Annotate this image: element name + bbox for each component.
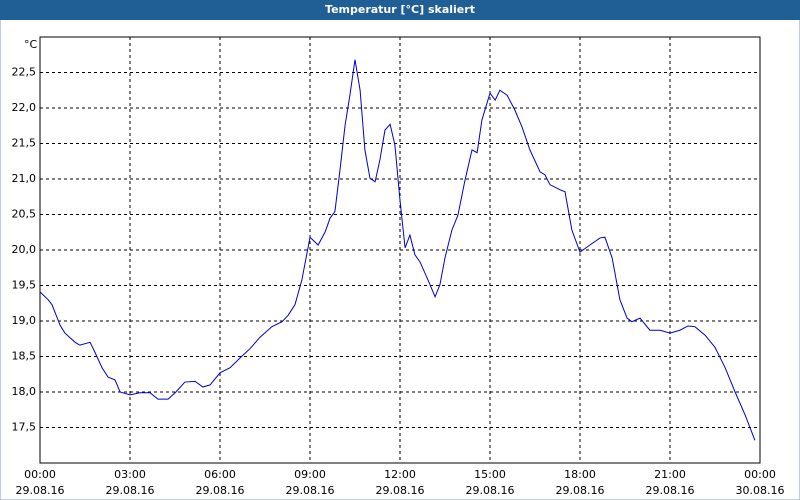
y-tick-label: 22,5: [12, 66, 37, 79]
x-tick-date: 29.08.16: [106, 484, 155, 497]
y-tick-label: 22,0: [12, 101, 37, 114]
y-tick-label: 18,0: [12, 385, 37, 398]
x-tick-label: 18:00: [564, 468, 596, 481]
chart-title: Temperatur [°C] skaliert: [325, 3, 475, 16]
y-tick-label: 21,0: [12, 172, 37, 185]
x-tick-label: 21:00: [654, 468, 686, 481]
y-tick-label: 19,0: [12, 314, 37, 327]
y-tick-label: 18,5: [12, 350, 37, 363]
temperature-line: [39, 59, 756, 441]
x-tick-date: 29.08.16: [286, 484, 335, 497]
x-tick-date: 29.08.16: [556, 484, 605, 497]
y-unit: °C: [24, 38, 38, 51]
y-tick-label: 19,5: [12, 279, 37, 292]
x-tick-label: 00:00: [24, 468, 56, 481]
x-tick-date: 30.08.16: [736, 484, 785, 497]
y-tick-label: 17,5: [12, 421, 37, 434]
x-tick-date: 29.08.16: [646, 484, 695, 497]
x-tick-date: 29.08.16: [376, 484, 425, 497]
title-bar: [0, 0, 800, 20]
x-tick-label: 00:00: [744, 468, 776, 481]
x-tick-label: 12:00: [384, 468, 416, 481]
x-tick-date: 29.08.16: [16, 484, 65, 497]
x-tick-label: 15:00: [474, 468, 506, 481]
y-tick-label: 20,5: [12, 208, 37, 221]
x-tick-label: 03:00: [114, 468, 146, 481]
x-tick-date: 29.08.16: [196, 484, 245, 497]
x-tick-label: 06:00: [204, 468, 236, 481]
x-tick-label: 09:00: [294, 468, 326, 481]
y-tick-label: 21,5: [12, 137, 37, 150]
x-tick-date: 29.08.16: [466, 484, 515, 497]
y-tick-label: 20,0: [12, 243, 37, 256]
